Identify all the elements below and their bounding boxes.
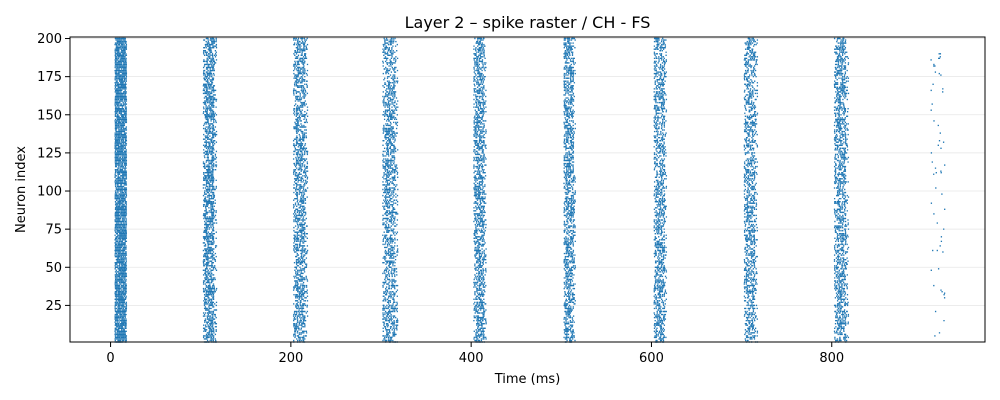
- spike-burst: [202, 37, 218, 343]
- spike-burst: [292, 37, 309, 343]
- spike-burst: [382, 37, 399, 343]
- grid-lines: [70, 38, 985, 306]
- spike-burst: [114, 37, 128, 343]
- chart-title: Layer 2 – spike raster / CH - FS: [405, 13, 651, 32]
- spike-marks: [114, 37, 946, 343]
